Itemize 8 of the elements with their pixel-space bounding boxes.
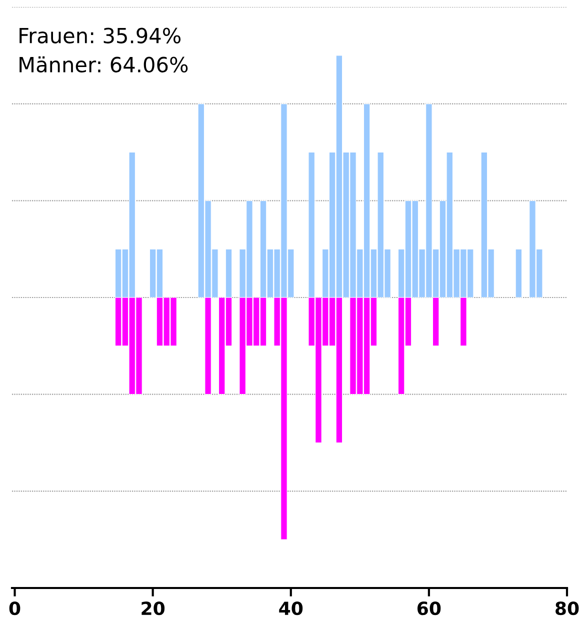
bar bbox=[515, 248, 522, 298]
x-tick-label: 60 bbox=[418, 602, 441, 616]
x-tick-label: 80 bbox=[556, 602, 579, 616]
x-tick-label: 0 bbox=[9, 602, 20, 616]
x-tick-label: 40 bbox=[279, 602, 303, 616]
text: Frauen: 35.94% bbox=[20, 28, 181, 44]
x-tick-label: 20 bbox=[142, 602, 165, 616]
annotation: Männer: 64.06% bbox=[20, 56, 188, 73]
